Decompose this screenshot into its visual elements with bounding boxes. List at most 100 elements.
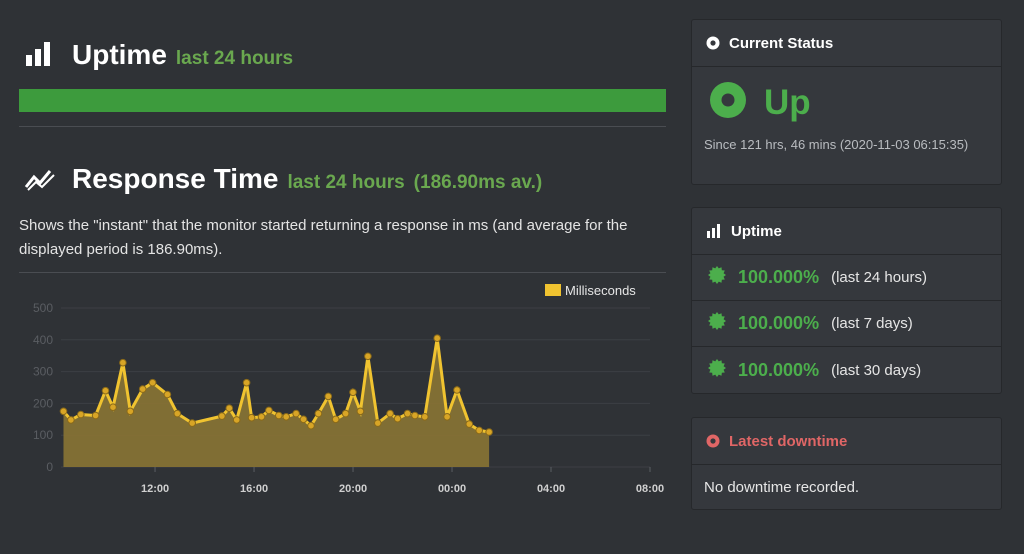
data-point xyxy=(282,413,291,421)
uptime-panel: Uptime 100.000% (last 24 hours) 100.000%… xyxy=(691,207,1002,394)
data-point xyxy=(138,385,147,393)
data-point xyxy=(188,419,196,427)
data-point xyxy=(475,426,484,435)
data-point xyxy=(163,390,172,399)
y-tick-label: 0 xyxy=(46,460,53,474)
latest-downtime-panel: Latest downtime No downtime recorded. xyxy=(691,417,1002,510)
data-point xyxy=(314,409,323,418)
response-heading: Response Time last 24 hours (186.90ms av… xyxy=(24,162,542,195)
data-point xyxy=(148,378,157,387)
legend-swatch xyxy=(545,284,561,296)
data-point xyxy=(349,388,357,397)
data-point xyxy=(485,428,493,436)
response-average: (186.90ms av.) xyxy=(413,172,543,193)
x-tick-label: 08:00 xyxy=(636,483,664,495)
data-point xyxy=(265,406,273,415)
divider xyxy=(19,126,666,127)
y-tick-label: 100 xyxy=(33,428,53,442)
data-point xyxy=(324,392,333,401)
data-point xyxy=(331,415,340,424)
data-point xyxy=(421,413,429,421)
data-point xyxy=(386,409,394,418)
uptime-range: (last 24 hours) xyxy=(831,269,927,286)
data-point xyxy=(299,415,308,424)
data-point xyxy=(453,386,461,394)
data-point xyxy=(403,409,412,418)
uptime-subtitle: last 24 hours xyxy=(175,48,294,69)
data-point xyxy=(67,416,75,424)
record-icon xyxy=(706,36,720,50)
x-tick-label: 20:00 xyxy=(339,483,367,495)
status-indicator: Up xyxy=(692,67,1001,123)
data-point xyxy=(91,411,100,420)
data-point xyxy=(356,407,365,416)
uptime-row: 100.000% (last 24 hours) xyxy=(692,255,1001,301)
data-point xyxy=(232,416,241,424)
y-tick-label: 400 xyxy=(33,333,53,347)
line-chart-icon xyxy=(24,165,55,193)
series-area xyxy=(63,338,490,467)
status-label: Up xyxy=(764,82,811,122)
certificate-icon xyxy=(708,358,726,382)
uptime-percent: 100.000% xyxy=(738,313,820,333)
downtime-message: No downtime recorded. xyxy=(704,479,860,496)
uptime-row: 100.000% (last 30 days) xyxy=(692,347,1001,393)
data-point xyxy=(443,413,451,421)
data-point xyxy=(101,386,110,395)
legend-label: Milliseconds xyxy=(565,283,636,298)
data-point xyxy=(247,413,256,422)
uptime-bar xyxy=(19,89,666,112)
response-description: Shows the "instant" that the monitor sta… xyxy=(19,217,628,258)
panel-header: Latest downtime xyxy=(692,418,1001,465)
data-point xyxy=(218,412,226,420)
uptime-range: (last 7 days) xyxy=(831,315,913,332)
data-point xyxy=(341,409,350,418)
uptime-title: Uptime xyxy=(72,39,167,70)
data-point xyxy=(411,411,419,420)
data-point xyxy=(59,407,68,416)
record-icon xyxy=(706,434,720,448)
data-point xyxy=(433,334,442,343)
response-title: Response Time xyxy=(72,163,279,194)
uptime-row: 100.000% (last 7 days) xyxy=(692,301,1001,347)
bar-chart-icon xyxy=(706,224,722,238)
panel-title: Current Status xyxy=(729,34,834,52)
uptime-percent: 100.000% xyxy=(738,359,820,380)
data-point xyxy=(465,420,474,428)
x-tick-label: 12:00 xyxy=(141,483,169,495)
current-status-panel: Current Status Up Since 121 hrs, 46 mins… xyxy=(691,19,1002,185)
data-point xyxy=(242,378,251,387)
data-point xyxy=(275,411,283,420)
x-tick-label: 04:00 xyxy=(537,483,565,495)
panel-header: Current Status xyxy=(692,20,1001,67)
data-point xyxy=(173,409,182,418)
response-subtitle: last 24 hours xyxy=(287,172,405,193)
panel-title: Uptime xyxy=(731,222,782,240)
bar-chart-icon xyxy=(24,41,54,69)
data-point xyxy=(307,421,315,430)
status-up-icon xyxy=(710,82,746,123)
data-point xyxy=(126,407,135,416)
panel-header: Uptime xyxy=(692,208,1001,255)
panel-title: Latest downtime xyxy=(729,432,848,450)
data-point xyxy=(374,419,382,427)
data-point xyxy=(225,404,234,412)
data-point xyxy=(393,414,402,423)
x-tick-label: 00:00 xyxy=(438,483,466,495)
data-point xyxy=(119,358,127,367)
uptime-percent: 100.000% xyxy=(738,267,820,287)
x-tick-label: 16:00 xyxy=(240,483,268,495)
data-point xyxy=(109,403,117,411)
response-time-chart: 0 100 200 300 400 500 12:00 16:00 20:00 00:00 04:0… xyxy=(33,283,664,495)
certificate-icon xyxy=(708,312,726,335)
divider xyxy=(19,272,666,273)
certificate-icon xyxy=(708,266,726,289)
uptime-range: (last 30 days) xyxy=(831,361,922,379)
y-tick-label: 200 xyxy=(33,396,53,410)
y-tick-label: 500 xyxy=(33,301,53,315)
uptime-heading: Uptime last 24 hours xyxy=(24,38,293,71)
status-since: Since 121 hrs, 46 mins (2020-11-03 06:15… xyxy=(704,137,969,152)
data-point xyxy=(364,352,372,361)
data-point xyxy=(257,413,266,421)
data-point xyxy=(77,410,85,419)
